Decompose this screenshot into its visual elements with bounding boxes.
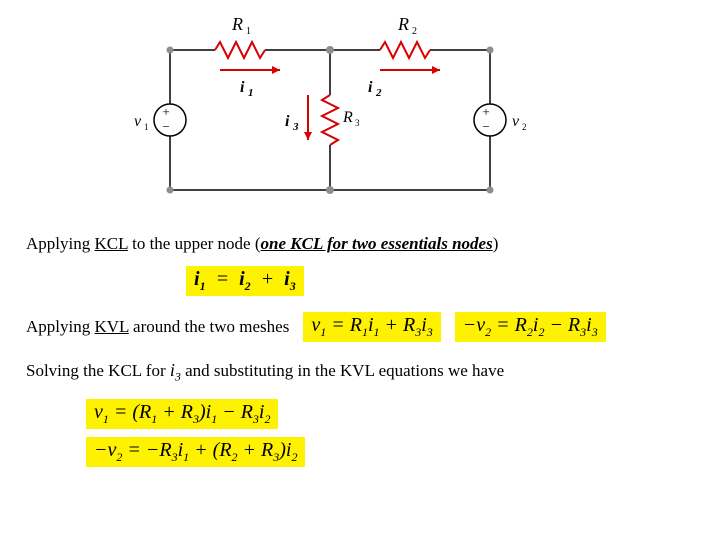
svg-text:1: 1 [246, 26, 251, 37]
svg-text:3: 3 [355, 118, 360, 128]
svg-text:2: 2 [375, 87, 382, 99]
kvl-word: KVL [94, 317, 128, 336]
svg-text:i: i [368, 79, 373, 96]
svg-text:+: + [482, 104, 489, 119]
kcl-mid: to the upper node ( [128, 234, 261, 253]
solve-i3: i3 [170, 360, 181, 380]
kcl-end: ) [493, 234, 499, 253]
kvl-rest: around the two meshes [129, 317, 290, 336]
kvl-pre: Applying [26, 317, 94, 336]
explanation-text: Applying KCL to the upper node (one KCL … [0, 220, 720, 473]
circuit-svg: R 1 R 2 R 3 v 1 v 2 + − + − i 1 i 2 i 3 [130, 10, 530, 210]
final-eq1: v1 = (R1 + R3)i1 − R3i2 [86, 399, 278, 429]
kcl-word: KCL [94, 234, 127, 253]
svg-text:1: 1 [248, 87, 254, 99]
svg-text:v: v [134, 113, 142, 130]
kcl-equation: i1 = i2 + i3 [186, 266, 304, 296]
svg-text:+: + [162, 104, 169, 119]
svg-text:i: i [240, 79, 245, 96]
svg-text:2: 2 [412, 26, 417, 37]
solve-sentence: Solving the KCL for i3 and substituting … [26, 360, 694, 385]
svg-text:2: 2 [522, 122, 527, 132]
kvl-eq1: v1 = R1i1 + R3i3 [303, 312, 440, 342]
svg-text:R: R [342, 109, 353, 126]
kcl-pre: Applying [26, 234, 94, 253]
svg-text:3: 3 [292, 121, 299, 133]
kcl-sentence: Applying KCL to the upper node (one KCL … [26, 234, 694, 254]
svg-text:1: 1 [144, 122, 149, 132]
svg-text:R: R [231, 14, 243, 34]
solve-pre: Solving the KCL for [26, 361, 170, 380]
svg-text:R: R [397, 14, 409, 34]
circuit-diagram: R 1 R 2 R 3 v 1 v 2 + − + − i 1 i 2 i 3 [0, 0, 720, 220]
kvl-eq2: −v2 = R2i2 − R3i3 [455, 312, 606, 342]
kcl-em: one KCL for two essentials nodes [261, 234, 493, 253]
svg-text:v: v [512, 113, 520, 130]
svg-text:i: i [285, 113, 290, 130]
svg-text:−: − [162, 119, 169, 134]
svg-text:−: − [482, 119, 489, 134]
final-eq2: −v2 = −R3i1 + (R2 + R3)i2 [86, 437, 305, 467]
kvl-sentence: Applying KVL around the two meshes v1 = … [26, 312, 694, 342]
solve-post: and substituting in the KVL equations we… [181, 361, 504, 380]
